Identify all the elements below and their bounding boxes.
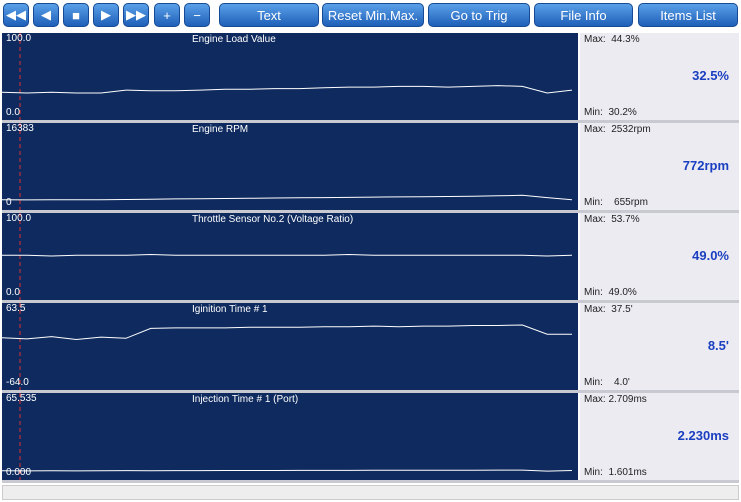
- scrollbar[interactable]: [2, 485, 739, 500]
- plot-area: 63.5 -64.0 Iginition Time # 1: [2, 303, 578, 390]
- min-label: Min: 49.0%: [584, 287, 637, 298]
- back-button[interactable]: ◀: [33, 3, 59, 27]
- min-label: Min: 1.601ms: [584, 467, 647, 478]
- info-area: Max: 37.5' 8.5' Min: 4.0': [580, 303, 739, 390]
- y-tick-label: 0.000: [6, 467, 32, 478]
- plot-area: 65.535 0.000 Injection Time # 1 (Port): [2, 393, 578, 480]
- graph-panel: 100.0 0.0 Throttle Sensor No.2 (Voltage Ra…: [2, 213, 739, 300]
- plot-area: 16383 0 Engine RPM: [2, 123, 578, 210]
- trace-line: [2, 85, 573, 94]
- zoom-in-button[interactable]: +: [154, 3, 180, 27]
- y-tick-label: 0.0: [6, 287, 20, 298]
- trace-line: [2, 253, 573, 257]
- info-area: Max: 2532rpm 772rpm Min: 655rpm: [580, 123, 739, 210]
- separator: [2, 210, 739, 213]
- trace-line: [2, 469, 573, 472]
- panel-title: Iginition Time # 1: [192, 304, 268, 315]
- stop-button[interactable]: ■: [63, 3, 89, 27]
- current-value: 772rpm: [682, 158, 729, 173]
- current-value: 32.5%: [692, 68, 729, 83]
- graph-panel: 65.535 0.000 Injection Time # 1 (Port) Max:…: [2, 393, 739, 480]
- separator: [2, 390, 739, 393]
- min-label: Min: 4.0': [584, 377, 630, 388]
- y-tick-label: 100.0: [6, 213, 32, 224]
- play-button[interactable]: ▶: [93, 3, 119, 27]
- y-tick-label: 16383: [6, 123, 34, 134]
- toolbar-button[interactable]: Go to Trig: [428, 3, 530, 27]
- toolbar-button[interactable]: File Info: [534, 3, 633, 27]
- toolbar-button[interactable]: Items List: [638, 3, 738, 27]
- graph-panel: 63.5 -64.0 Iginition Time # 1 Max: 37.5' 8.5…: [2, 303, 739, 390]
- panel-title: Engine Load Value: [192, 34, 276, 45]
- plot-svg: [2, 303, 572, 390]
- max-label: Max: 37.5': [584, 304, 633, 315]
- y-tick-label: 100.0: [6, 33, 32, 44]
- toolbar-button[interactable]: Text: [219, 3, 319, 27]
- plot-svg: [2, 213, 573, 300]
- y-tick-label: 0: [6, 197, 12, 208]
- panel-title: Injection Time # 1 (Port): [192, 394, 299, 405]
- info-area: Max: 2.709ms 2.230ms Min: 1.601ms: [580, 393, 739, 480]
- max-label: Max: 2.709ms: [584, 394, 647, 405]
- y-tick-label: -64.0: [6, 377, 29, 388]
- panel-title: Throttle Sensor No.2 (Voltage Ratio): [192, 214, 354, 225]
- max-label: Max: 53.7%: [584, 214, 640, 225]
- plot-svg: [2, 123, 573, 210]
- separator: [2, 480, 739, 483]
- y-tick-label: 63.5: [6, 303, 26, 314]
- info-area: Max: 44.3% 32.5% Min: 30.2%: [580, 33, 739, 120]
- current-value: 8.5': [707, 338, 729, 353]
- toolbar-button[interactable]: Reset Min.Max.: [322, 3, 424, 27]
- y-tick-label: 0.0: [6, 107, 20, 118]
- rewind-button[interactable]: ◀◀: [3, 3, 29, 27]
- trace-line: [2, 194, 573, 201]
- zoom-out-button[interactable]: −: [184, 3, 210, 27]
- current-value: 2.230ms: [677, 428, 729, 443]
- forward-button[interactable]: ▶▶: [123, 3, 149, 27]
- trace-line: [2, 324, 572, 341]
- min-label: Min: 30.2%: [584, 107, 637, 118]
- separator: [2, 120, 739, 123]
- graph-panel: 16383 0 Engine RPM Max: 2532rpm 772rpm Min: 6…: [2, 123, 739, 210]
- plot-area: 100.0 0.0 Engine Load Value: [2, 33, 578, 120]
- plot-area: 100.0 0.0 Throttle Sensor No.2 (Voltage Ra…: [2, 213, 578, 300]
- max-label: Max: 2532rpm: [584, 124, 651, 135]
- separator: [2, 300, 739, 303]
- graph-panel: 100.0 0.0 Engine Load Value Max: 44.3% 32.5%…: [2, 33, 739, 120]
- min-label: Min: 655rpm: [584, 197, 648, 208]
- max-label: Max: 44.3%: [584, 34, 640, 45]
- y-tick-label: 65.535: [6, 393, 37, 404]
- current-value: 49.0%: [692, 248, 729, 263]
- plot-svg: [2, 393, 573, 480]
- panel-title: Engine RPM: [192, 124, 249, 135]
- info-area: Max: 53.7% 49.0% Min: 49.0%: [580, 213, 739, 300]
- plot-svg: [2, 33, 573, 120]
